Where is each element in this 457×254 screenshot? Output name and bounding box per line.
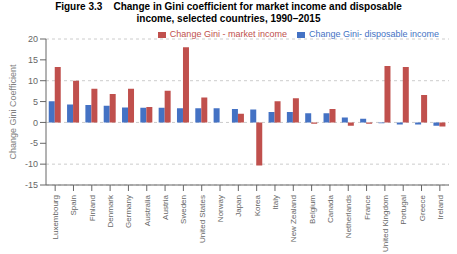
svg-text:United Kingdom: United Kingdom bbox=[381, 195, 390, 252]
svg-text:Germany: Germany bbox=[124, 195, 133, 228]
svg-text:Belgium: Belgium bbox=[308, 195, 317, 224]
svg-text:Canada: Canada bbox=[326, 194, 335, 223]
svg-text:Japan: Japan bbox=[234, 195, 243, 217]
svg-text:Greece: Greece bbox=[418, 194, 427, 221]
svg-text:Norway: Norway bbox=[216, 195, 225, 222]
html-text:Change Gini- disposable income: Change Gini- disposable income bbox=[308, 29, 439, 39]
svg-text:Denmark: Denmark bbox=[106, 194, 115, 227]
svg-text:-10: -10 bbox=[25, 159, 38, 169]
svg-text:Netherlands: Netherlands bbox=[344, 195, 353, 238]
svg-text:Finland: Finland bbox=[88, 195, 97, 221]
svg-text:0: 0 bbox=[33, 118, 38, 128]
html-text:Change Gini - market income: Change Gini - market income bbox=[169, 29, 287, 39]
svg-text:France: France bbox=[363, 194, 372, 219]
svg-text:-15: -15 bbox=[25, 180, 38, 190]
svg-text:Australia: Australia bbox=[143, 194, 152, 226]
html-text:income, selected countries, 19: income, selected countries, 1990–2015 bbox=[136, 13, 321, 24]
svg-text:20: 20 bbox=[28, 34, 38, 44]
svg-text:New Zealand: New Zealand bbox=[289, 195, 298, 242]
svg-text:Austria: Austria bbox=[161, 194, 170, 219]
svg-text:Ireland: Ireland bbox=[436, 195, 445, 219]
svg-text:5: 5 bbox=[33, 97, 38, 107]
svg-text:Portugal: Portugal bbox=[399, 195, 408, 225]
svg-text:Change Gini Coefficient: Change Gini Coefficient bbox=[8, 64, 18, 159]
svg-text:Spain: Spain bbox=[69, 195, 78, 215]
html-text:Figure 3.3 Change in Gini coef: Figure 3.3 Change in Gini coefficient fo… bbox=[55, 1, 402, 12]
svg-text:Italy: Italy bbox=[271, 195, 280, 210]
svg-text:Sweden: Sweden bbox=[179, 195, 188, 224]
svg-text:15: 15 bbox=[28, 55, 38, 65]
svg-text:-5: -5 bbox=[30, 138, 38, 148]
svg-text:Korea: Korea bbox=[253, 194, 262, 216]
svg-text:10: 10 bbox=[28, 76, 38, 86]
svg-text:United States: United States bbox=[198, 195, 207, 243]
svg-text:Luxembourg: Luxembourg bbox=[51, 195, 60, 239]
